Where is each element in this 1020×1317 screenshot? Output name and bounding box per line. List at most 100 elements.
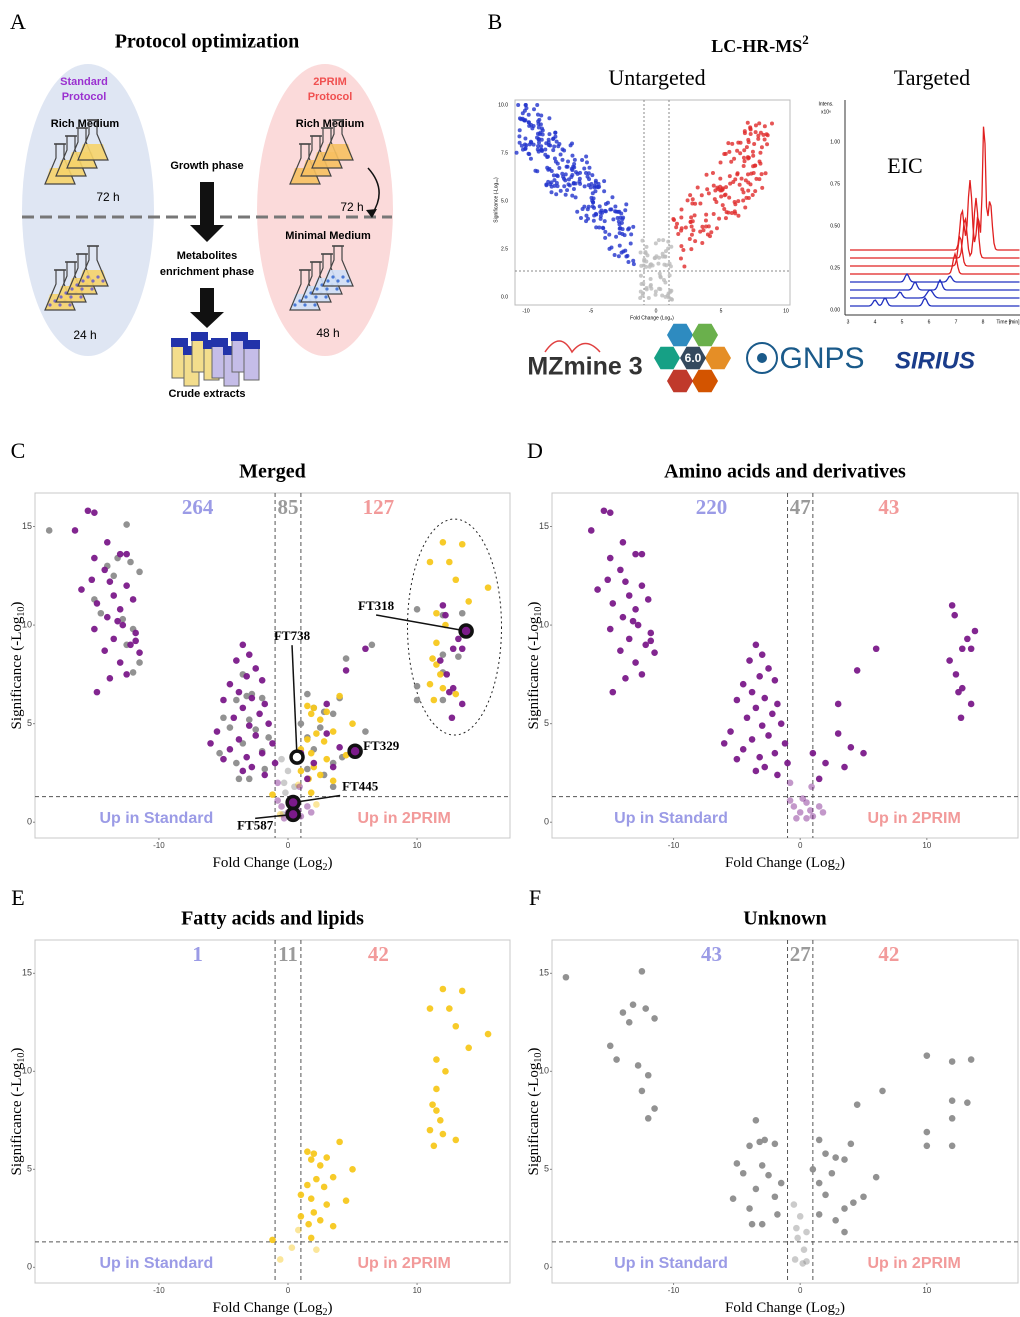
point bbox=[226, 680, 234, 688]
label-sub: 2 bbox=[323, 862, 328, 873]
point bbox=[774, 1211, 781, 1218]
point bbox=[644, 1115, 652, 1122]
point bbox=[756, 673, 763, 680]
mini-point bbox=[762, 137, 767, 142]
point bbox=[458, 540, 466, 548]
point bbox=[465, 1044, 472, 1052]
point bbox=[323, 700, 331, 708]
point bbox=[436, 671, 444, 678]
point bbox=[442, 1068, 449, 1075]
point bbox=[809, 1166, 817, 1173]
mini-point bbox=[663, 249, 668, 254]
point bbox=[752, 704, 760, 712]
mini-point bbox=[577, 176, 582, 181]
mini-point bbox=[629, 232, 634, 237]
point bbox=[439, 602, 447, 609]
point bbox=[562, 973, 570, 981]
point bbox=[239, 704, 247, 712]
point bbox=[269, 791, 276, 798]
arrow-head bbox=[366, 209, 377, 218]
mini-point bbox=[555, 184, 560, 189]
point bbox=[955, 688, 962, 696]
point bbox=[752, 1117, 760, 1124]
eic-trace bbox=[850, 272, 1020, 283]
mini-point bbox=[616, 209, 621, 214]
mini-point bbox=[751, 153, 756, 158]
eic-tick: 0.50 bbox=[830, 223, 840, 229]
mini-point bbox=[535, 103, 540, 107]
mini-point bbox=[527, 142, 532, 147]
plot-frame bbox=[551, 939, 1019, 1284]
point bbox=[841, 1228, 848, 1236]
point bbox=[368, 641, 376, 649]
logo-gnps-icon bbox=[746, 342, 778, 374]
logo-gnps: GNPS bbox=[779, 342, 864, 375]
point bbox=[632, 606, 639, 613]
point bbox=[777, 720, 785, 727]
panel-letter: D bbox=[527, 438, 543, 463]
mini-point bbox=[758, 130, 763, 135]
point bbox=[819, 809, 827, 816]
flask-cell bbox=[96, 275, 100, 279]
mini-point bbox=[759, 172, 764, 177]
point bbox=[923, 1142, 931, 1150]
mini-point bbox=[617, 222, 622, 227]
point bbox=[426, 558, 434, 566]
point bbox=[729, 1195, 737, 1203]
point bbox=[127, 641, 134, 649]
point bbox=[213, 728, 221, 735]
point bbox=[336, 1138, 343, 1146]
mini-point bbox=[742, 159, 747, 164]
flask-cell bbox=[81, 279, 85, 283]
mini-point bbox=[667, 273, 672, 278]
annotation: Up in Standard bbox=[99, 810, 213, 827]
point bbox=[952, 671, 960, 678]
label: enrichment phase bbox=[160, 266, 254, 278]
mini-point bbox=[727, 195, 732, 200]
point bbox=[439, 1130, 447, 1138]
mini-point bbox=[713, 188, 718, 193]
plot-frame bbox=[551, 492, 1019, 839]
mini-point bbox=[641, 281, 646, 286]
mini-point bbox=[719, 188, 724, 193]
label-sub: 2 bbox=[835, 1307, 840, 1317]
mini-point bbox=[640, 293, 645, 298]
point bbox=[625, 1019, 633, 1026]
point bbox=[799, 795, 807, 802]
vial bbox=[243, 347, 260, 381]
mini-point bbox=[736, 199, 741, 204]
y-axis-label: Significance (-Log10) bbox=[9, 602, 27, 730]
mini-point bbox=[648, 277, 653, 282]
mini-point bbox=[602, 219, 607, 224]
mini-point bbox=[756, 136, 761, 141]
mini-point bbox=[565, 188, 570, 193]
mini-point bbox=[735, 171, 740, 176]
mini-point bbox=[699, 193, 704, 198]
mini-point bbox=[618, 215, 623, 220]
mini-point bbox=[539, 147, 544, 152]
mini-point bbox=[691, 228, 696, 233]
label-text: ) bbox=[9, 1048, 25, 1053]
point bbox=[97, 609, 105, 617]
mini-point bbox=[562, 184, 567, 189]
point bbox=[458, 645, 466, 653]
mini-point bbox=[557, 141, 562, 146]
y-axis-label: Significance (-Log10) bbox=[526, 1048, 544, 1176]
mini-point bbox=[563, 172, 568, 177]
x-tick-label: 0 bbox=[798, 841, 803, 850]
point bbox=[458, 609, 466, 617]
point bbox=[651, 1105, 658, 1112]
point bbox=[101, 647, 109, 655]
point bbox=[617, 647, 624, 655]
mini-point bbox=[569, 166, 574, 171]
eic-trace bbox=[850, 126, 1020, 251]
mini-point bbox=[590, 173, 595, 178]
mini-point bbox=[539, 126, 544, 131]
point bbox=[638, 582, 646, 589]
point bbox=[622, 675, 629, 682]
flask-cell bbox=[325, 287, 329, 291]
point bbox=[329, 728, 337, 735]
logo-peaks bbox=[544, 340, 601, 354]
mini-point bbox=[543, 147, 548, 152]
point bbox=[127, 558, 134, 566]
